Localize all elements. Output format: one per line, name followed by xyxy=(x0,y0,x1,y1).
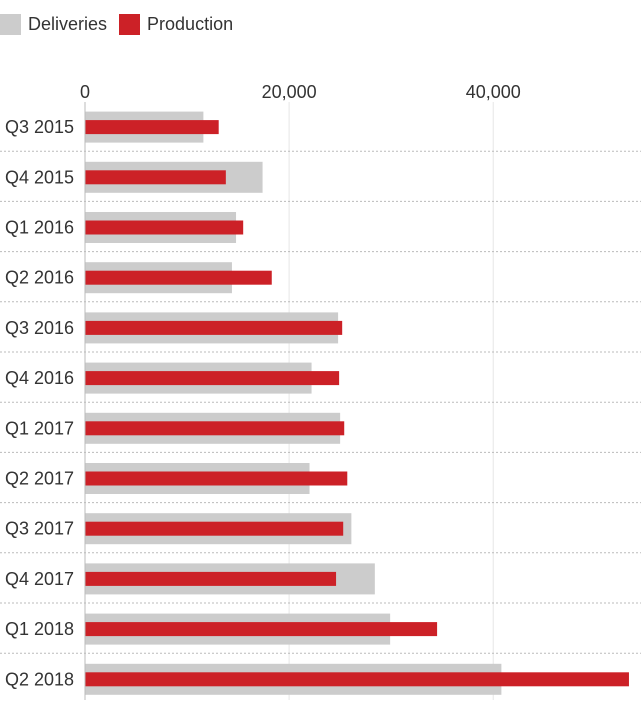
bar-production xyxy=(85,521,344,536)
category-label: Q1 2017 xyxy=(5,418,74,438)
chart-legend: Deliveries Production xyxy=(0,12,245,36)
legend-item-deliveries: Deliveries xyxy=(0,13,108,35)
legend-swatch-deliveries xyxy=(0,13,21,35)
bar-production xyxy=(85,320,343,335)
category-label: Q2 2017 xyxy=(5,469,74,489)
category-label: Q3 2017 xyxy=(5,519,74,539)
category-label: Q4 2017 xyxy=(5,569,74,589)
category-label: Q4 2015 xyxy=(5,167,74,187)
x-tick-label: 0 xyxy=(80,82,90,102)
category-label: Q3 2016 xyxy=(5,318,74,338)
bar-production xyxy=(85,421,345,436)
bar-production xyxy=(85,220,244,235)
category-label: Q2 2018 xyxy=(5,669,74,689)
legend-label-deliveries: Deliveries xyxy=(28,13,108,34)
bar-production xyxy=(85,672,629,687)
x-tick-label: 40,000 xyxy=(466,82,521,102)
category-label: Q4 2016 xyxy=(5,368,74,388)
legend-swatch-production xyxy=(119,13,141,35)
bar-production xyxy=(85,371,340,386)
category-label: Q1 2016 xyxy=(5,218,74,238)
bar-production xyxy=(85,571,337,586)
bar-production xyxy=(85,270,272,285)
legend-label-production: Production xyxy=(147,13,234,34)
bar-production xyxy=(85,471,348,486)
x-tick-label: 20,000 xyxy=(262,82,317,102)
category-label: Q1 2018 xyxy=(5,619,74,639)
category-label: Q3 2015 xyxy=(5,117,74,137)
bar-production xyxy=(85,170,226,185)
bar-production xyxy=(85,622,438,637)
bar-production xyxy=(85,120,219,135)
legend-item-production: Production xyxy=(119,13,234,35)
category-label: Q2 2016 xyxy=(5,268,74,288)
